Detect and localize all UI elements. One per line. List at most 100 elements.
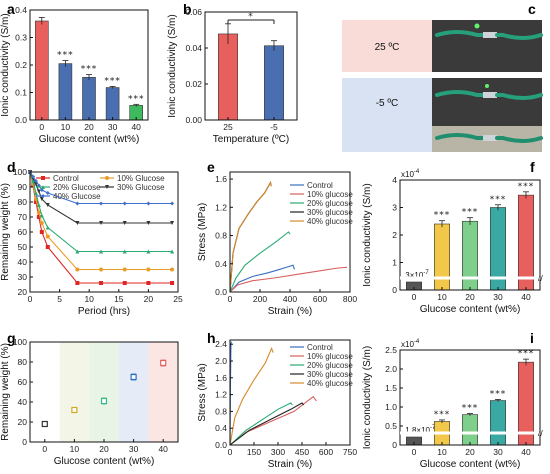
x-tick-label: 10	[84, 294, 94, 304]
y-tick-label: 60	[18, 377, 28, 387]
data-point	[99, 281, 104, 285]
x-axis-label: Glucose content (wt%)	[420, 459, 521, 470]
y-tick-label: 0.4	[215, 259, 227, 269]
panel-letter: e	[207, 159, 215, 175]
data-point	[160, 359, 167, 367]
data-point	[122, 221, 127, 225]
panel-a: a *** *** *** *** 0.0 0.1 0.2 0.3 0.4 0 10 20 30 40 Glu…	[0, 1, 149, 145]
data-point	[75, 281, 80, 285]
series-line	[229, 346, 274, 446]
y-tick-label: 0.02	[185, 79, 202, 89]
legend-label: Control	[307, 181, 333, 190]
y-axis-label: Remaining weight (%)	[0, 183, 11, 281]
data-point	[146, 281, 151, 285]
data-point	[36, 210, 41, 215]
panel-c: c 25 ºC -5 ºC	[342, 1, 543, 152]
plot-frame	[229, 339, 351, 446]
cable	[495, 33, 543, 40]
panel-letter: a	[7, 1, 15, 17]
data-point	[99, 201, 104, 206]
x-axis-label: Strain (%)	[268, 459, 312, 470]
x-tick-label: 750	[343, 447, 357, 457]
data-point	[33, 191, 38, 195]
significance-label: ***	[518, 182, 535, 192]
led-light	[474, 23, 480, 29]
y-tick-label: 30	[18, 272, 28, 282]
y-axis-label: Ionic conductivity (S/m)	[362, 183, 373, 286]
data-point	[100, 397, 108, 405]
y-tick-label: 0.04	[185, 43, 202, 53]
data-point	[146, 249, 151, 254]
axis-multiplier: x10-4	[401, 339, 420, 349]
y-tick-label: 0.0	[215, 440, 227, 450]
panel-letter: d	[7, 159, 16, 175]
y-axis-label: Ionic conductivity (S/m)	[167, 14, 178, 117]
data-point	[45, 245, 50, 249]
led-light	[485, 84, 489, 88]
bar-value-label: 1.8×10-7	[405, 425, 436, 435]
y-tick-label: 20	[18, 417, 28, 427]
y-tick-label: 0.2	[15, 60, 27, 70]
data-point	[122, 267, 127, 272]
data-point	[75, 267, 80, 272]
legend-label: 10% Glucose	[117, 174, 165, 183]
data-point	[170, 201, 175, 206]
legend-marker	[41, 176, 45, 180]
bar	[461, 220, 478, 291]
x-tick-label: 40	[521, 447, 531, 457]
panel-b: b 0.00 0.02 0.04 0.06 25 -5 Temperature (ºC) Ion…	[167, 1, 298, 145]
data-point	[39, 197, 44, 201]
x-tick-label: 40	[158, 444, 168, 454]
photo	[432, 20, 542, 72]
y-tick-label: 40	[18, 257, 28, 267]
significance-label: ***	[490, 389, 507, 399]
series-line	[229, 181, 272, 293]
significance-label: ***	[462, 403, 479, 413]
y-tick-label: 0	[22, 437, 27, 447]
y-axis-label: Ionic conductivity (S/m)	[362, 346, 373, 449]
significance-label: *	[248, 12, 254, 22]
bar-value-label: 3×10-7	[405, 270, 429, 280]
y-tick-label: 1.6	[215, 174, 227, 184]
data-point	[45, 225, 50, 230]
significance-label: ***	[490, 195, 507, 205]
data-point	[122, 249, 127, 254]
y-tick-label: 2.4	[215, 339, 227, 349]
y-tick-label: 2.0	[215, 356, 227, 366]
y-tick-label: 0.3	[15, 33, 27, 43]
legend-label: 40% Glucose	[53, 192, 101, 201]
x-tick-label: 5	[57, 294, 62, 304]
bar	[517, 194, 534, 291]
series-line	[229, 264, 296, 293]
data-point	[170, 281, 175, 285]
x-tick-label: 25	[223, 122, 233, 132]
legend-label: 30% glucose	[307, 208, 353, 217]
data-point	[130, 373, 137, 381]
x-tick-label: 10	[437, 292, 447, 302]
x-tick-label: 10	[70, 444, 80, 454]
legend-label: Control	[53, 174, 79, 183]
x-tick-label: 20	[465, 292, 475, 302]
panel-letter: c	[528, 1, 536, 17]
x-tick-label: 0	[39, 122, 44, 132]
bar	[218, 33, 238, 121]
data-point	[39, 221, 44, 225]
y-axis-label: Ionic conductivity (S/m)	[0, 13, 11, 116]
x-tick-label: 0	[228, 447, 233, 457]
legend-label: 10% glucose	[307, 190, 353, 199]
data-point	[36, 203, 41, 207]
x-tick-label: 0	[42, 444, 47, 454]
cable	[435, 90, 485, 97]
y-axis-label: Stress (MPa)	[197, 363, 208, 421]
axis-multiplier: x10-4	[401, 169, 420, 179]
y-tick-label: 70	[18, 212, 28, 222]
x-tick-label: 20	[99, 444, 109, 454]
x-axis-label: Glucose content (wt%)	[39, 134, 140, 145]
hydrogel-sample	[483, 32, 497, 38]
y-tick-label: 0	[392, 285, 397, 295]
category-band	[59, 342, 90, 442]
bar	[35, 20, 49, 121]
data-point	[71, 406, 78, 414]
significance-label: ***	[462, 208, 479, 218]
